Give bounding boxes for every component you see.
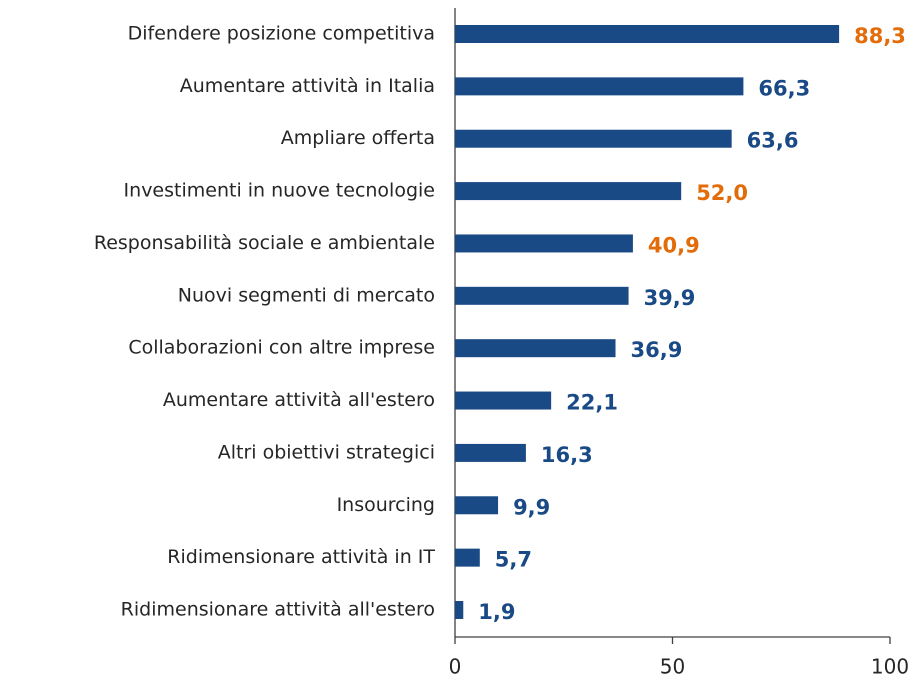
category-label: Responsabilità sociale e ambientale	[94, 232, 435, 254]
bar	[455, 182, 682, 201]
category-label: Investimenti in nuove tecnologie	[124, 180, 435, 202]
bar	[455, 286, 629, 305]
bar	[455, 234, 633, 253]
bar	[455, 391, 552, 410]
value-label: 40,9	[648, 233, 700, 257]
category-label: Aumentare attività all'estero	[163, 389, 435, 411]
value-label: 1,9	[478, 600, 515, 624]
category-label: Insourcing	[337, 494, 435, 516]
value-label: 9,9	[513, 495, 550, 519]
bar	[455, 601, 464, 619]
x-tick-label: 100	[871, 655, 909, 679]
bar	[455, 25, 840, 43]
value-label: 16,3	[541, 443, 593, 467]
value-label: 36,9	[631, 338, 683, 362]
category-label: Ridimensionare attività in IT	[167, 546, 435, 568]
category-label: Aumentare attività in Italia	[180, 75, 435, 97]
bar	[455, 77, 744, 96]
category-label: Altri obiettivi strategici	[218, 441, 435, 463]
value-label: 66,3	[758, 76, 810, 100]
x-tick-label: 50	[660, 655, 685, 679]
category-label: Ridimensionare attività all'estero	[121, 599, 435, 621]
value-label: 39,9	[644, 286, 696, 310]
value-label: 5,7	[495, 548, 532, 572]
category-label: Collaborazioni con altre imprese	[128, 337, 435, 359]
value-label: 88,3	[854, 24, 906, 48]
bar	[455, 129, 732, 148]
x-tick-label: 0	[449, 655, 462, 679]
bar	[455, 548, 480, 567]
bar	[455, 496, 499, 515]
category-label: Ampliare offerta	[281, 127, 435, 149]
category-label: Nuovi segmenti di mercato	[178, 284, 435, 306]
category-label: Difendere posizione competitiva	[128, 23, 435, 45]
bar	[455, 443, 526, 462]
bar	[455, 339, 616, 358]
value-label: 52,0	[696, 181, 748, 205]
value-label: 22,1	[566, 391, 618, 415]
value-label: 63,6	[747, 129, 799, 153]
